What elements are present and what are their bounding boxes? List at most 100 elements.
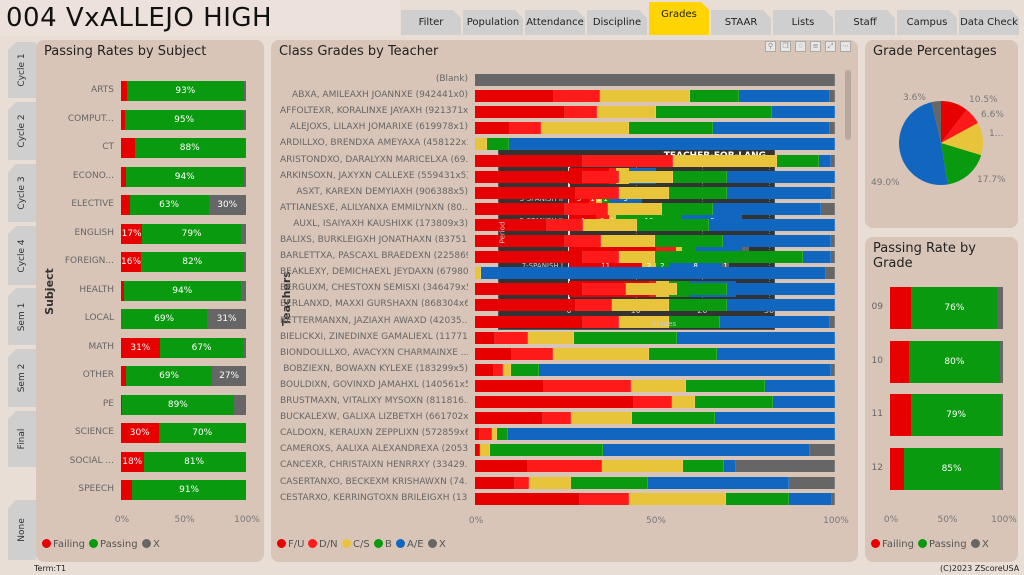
teacher-bar[interactable] (475, 186, 835, 199)
pie-slice[interactable] (941, 109, 978, 143)
term-tab-sem-2[interactable]: Sem 2 (8, 349, 36, 407)
stacked-bar[interactable]: 69% 31% (121, 309, 246, 329)
bar-segment-passing: 79% (142, 223, 241, 244)
tab-staar[interactable]: STAAR (711, 10, 771, 35)
bell-icon[interactable]: ♢ (795, 41, 806, 52)
teacher-bar[interactable] (475, 444, 835, 457)
stacked-bar[interactable]: 93% (121, 81, 246, 101)
teacher-bar[interactable] (475, 299, 835, 312)
teacher-bar[interactable] (475, 235, 835, 247)
teacher-bar[interactable] (475, 347, 835, 360)
teacher-bar[interactable] (475, 428, 835, 441)
bar-segment-failing (121, 366, 126, 386)
bar-segment-b (629, 122, 713, 135)
bar-segment-cs (629, 492, 727, 505)
pie-slice[interactable] (941, 143, 982, 185)
stacked-bar[interactable]: 31% 67% (121, 337, 246, 358)
teacher-label: ARISTONDXO, DARALYXN MARICELXA (69... (280, 154, 468, 165)
teacher-bar[interactable] (475, 74, 835, 86)
tab-lists[interactable]: Lists (773, 10, 833, 35)
term-tab-none[interactable]: None (8, 500, 36, 560)
tab-attendance[interactable]: Attendance (525, 10, 585, 35)
teacher-bar[interactable] (475, 379, 835, 392)
teacher-bar[interactable] (475, 412, 835, 425)
bar-segment-fu (475, 251, 583, 264)
teacher-bar[interactable] (475, 138, 835, 151)
teacher-label: ARKINSOXN, JAXYXN CALLEXE (559431x5) (280, 170, 468, 181)
focus-icon[interactable]: ⤢ (825, 41, 836, 52)
tab-data-check[interactable]: Data Check (959, 10, 1019, 35)
bar-segment-x (789, 476, 835, 489)
bar-segment-cs (602, 460, 684, 473)
stacked-bar[interactable]: 95% (121, 109, 246, 130)
stacked-bar[interactable]: 76% (890, 287, 1003, 329)
stacked-bar[interactable]: 30% 70% (121, 423, 246, 443)
term-tab-final[interactable]: Final (8, 411, 36, 467)
bar-segment-fu (475, 331, 496, 344)
tab-population[interactable]: Population (463, 10, 523, 35)
stacked-bar[interactable]: 91% (121, 480, 246, 500)
teacher-bar[interactable] (475, 90, 835, 103)
term-tab-cycle-3[interactable]: Cycle 3 (8, 164, 36, 222)
term-tab-cycle-1[interactable]: Cycle 1 (8, 42, 36, 98)
stacked-bar[interactable]: 94% (121, 280, 246, 301)
term-tab-cycle-4[interactable]: Cycle 4 (8, 226, 36, 285)
teacher-bar[interactable] (475, 492, 835, 505)
stacked-bar[interactable]: 18% 81% (121, 451, 246, 472)
teacher-bar[interactable] (475, 218, 835, 231)
stacked-bar[interactable]: 63% 30% (121, 195, 246, 215)
legend-item: A/E (396, 539, 424, 550)
stacked-bar[interactable]: 79% (890, 394, 1003, 436)
teacher-bar[interactable] (475, 363, 835, 376)
tab-grades[interactable]: Grades (649, 2, 709, 35)
term-tab-sem-1[interactable]: Sem 1 (8, 288, 36, 345)
teacher-bar[interactable] (475, 154, 835, 167)
pie-slice[interactable] (899, 102, 948, 185)
teacher-bar[interactable] (475, 122, 835, 135)
more-icon[interactable]: ⋯ (840, 41, 851, 52)
tab-discipline[interactable]: Discipline (587, 10, 647, 35)
teacher-bar[interactable] (475, 202, 835, 215)
teacher-bar[interactable] (475, 267, 835, 280)
stacked-bar[interactable]: 85% (890, 447, 1003, 490)
bar-segment-passing: 76% (911, 287, 998, 329)
stacked-bar[interactable]: 88% (121, 138, 246, 158)
teacher-bar[interactable] (475, 315, 835, 328)
teacher-bar[interactable] (475, 460, 835, 473)
stacked-bar[interactable]: 69% 27% (121, 366, 246, 386)
filter-icon[interactable]: ≡ (810, 41, 821, 52)
stacked-bar[interactable]: 16% 82% (121, 252, 246, 272)
stacked-bar[interactable]: 94% (121, 166, 246, 187)
teacher-bar[interactable] (475, 106, 835, 119)
bar-segment-ae (712, 202, 821, 215)
tab-staff[interactable]: Staff (835, 10, 895, 35)
term-tab-cycle-2[interactable]: Cycle 2 (8, 102, 36, 160)
bar-segment-cs (529, 476, 572, 489)
bar-segment-failing (121, 280, 124, 301)
term-tab-label: Cycle 3 (17, 176, 27, 210)
tab-campus[interactable]: Campus (897, 10, 957, 35)
tab-filter[interactable]: Filter (401, 10, 461, 35)
teacher-bar[interactable] (475, 396, 835, 408)
stacked-bar[interactable]: 80% (890, 340, 1003, 383)
teacher-bar[interactable] (475, 476, 835, 489)
bar-segment-fu (475, 186, 576, 199)
bar-segment-b (669, 186, 727, 199)
teacher-bar[interactable] (475, 331, 835, 344)
copy-icon[interactable]: ❐ (780, 41, 791, 52)
teacher-label: ASXT, KAREXN DEMYIAXH (906388x5) (296, 186, 468, 197)
pie-slice[interactable] (941, 101, 967, 143)
bar-segment-x (831, 235, 835, 247)
pie-slice[interactable] (931, 101, 941, 143)
teacher-bar[interactable] (475, 251, 835, 264)
row-label: SPEECH (78, 484, 114, 494)
stacked-bar[interactable]: 89% (121, 394, 246, 415)
pin-icon[interactable]: ⚲ (765, 41, 776, 52)
teacher-bar[interactable] (475, 283, 835, 296)
teacher-bar[interactable] (475, 170, 835, 183)
term-tab-label: Sem 2 (17, 363, 27, 393)
scrollbar[interactable] (845, 70, 851, 140)
pie-slice[interactable] (941, 122, 983, 156)
legend-dot-icon (971, 539, 980, 548)
stacked-bar[interactable]: 17% 79% (121, 223, 246, 244)
